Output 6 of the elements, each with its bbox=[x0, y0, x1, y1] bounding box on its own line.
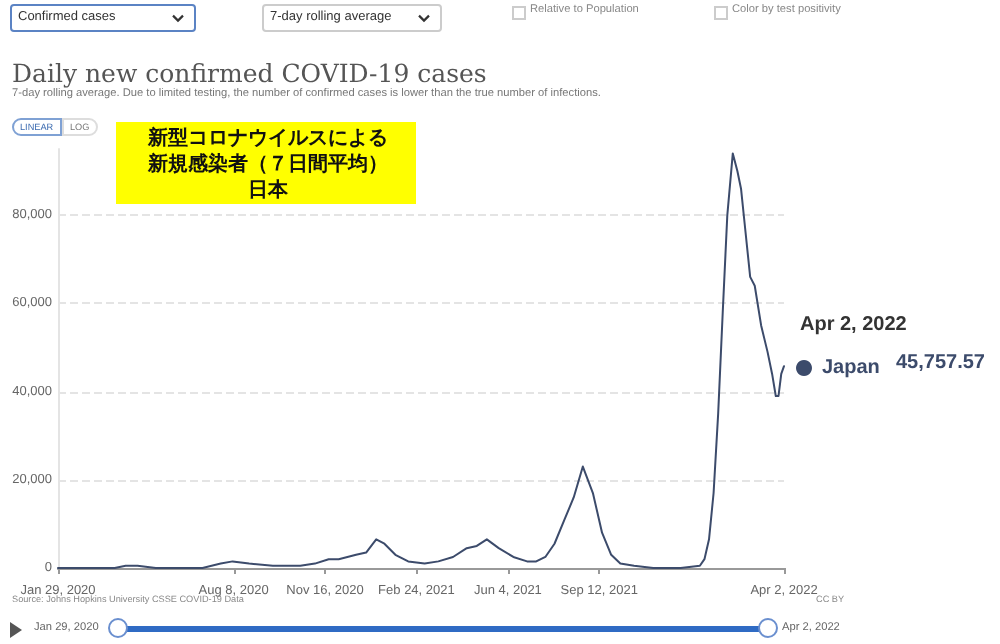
chart-title: Daily new confirmed COVID-19 cases bbox=[12, 58, 487, 88]
legend-label: Japan bbox=[822, 357, 880, 379]
text: 45,757.57 bbox=[896, 352, 985, 374]
annotation: Apr 2, 2022 bbox=[800, 314, 907, 337]
annotation: 新型コロナウイルスによる新規感染者（７日間平均）日本 bbox=[146, 126, 390, 204]
line-series bbox=[57, 152, 785, 569]
